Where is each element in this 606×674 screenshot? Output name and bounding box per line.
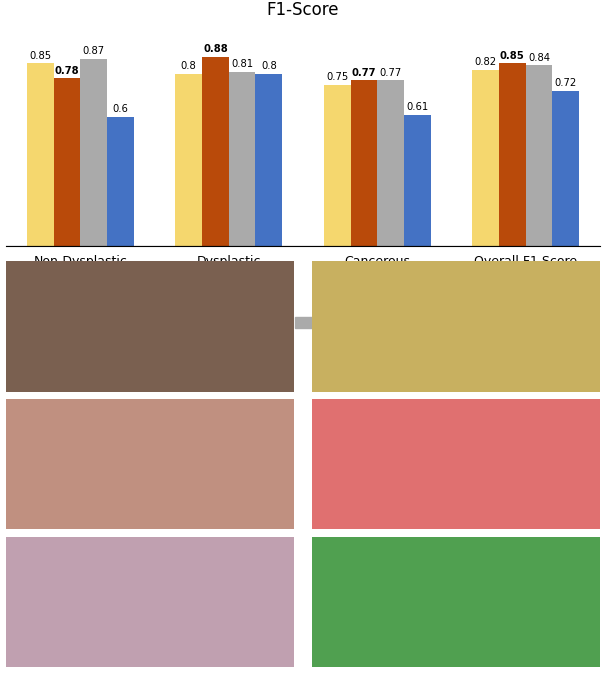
Bar [175,74,202,245]
Text: 0.6: 0.6 [113,104,128,115]
Bar [53,78,80,245]
Text: 0.85: 0.85 [500,51,525,61]
Bar [350,80,377,245]
Title: F1-Score: F1-Score [267,1,339,19]
Text: 0.85: 0.85 [29,51,52,61]
Text: 0.8: 0.8 [261,61,277,71]
Bar [553,91,579,245]
Text: 0.81: 0.81 [231,59,253,69]
Bar [229,71,256,245]
Text: 0.82: 0.82 [474,57,497,67]
Text: 0.8: 0.8 [181,61,196,71]
Legend: VGG-16, VGG-16 MIL, DenseNet, DenseNet MIL: VGG-16, VGG-16 MIL, DenseNet, DenseNet M… [102,312,504,334]
Text: 0.75: 0.75 [326,72,348,82]
Bar [80,59,107,245]
Text: 0.77: 0.77 [351,68,376,78]
Text: 0.88: 0.88 [203,44,228,54]
Bar [324,85,350,245]
Text: 0.87: 0.87 [82,47,105,57]
Bar [499,63,526,245]
Bar [472,69,499,245]
Text: 0.84: 0.84 [528,53,550,63]
Bar [256,74,282,245]
Text: 0.77: 0.77 [379,68,402,78]
Text: 0.72: 0.72 [554,78,577,88]
Bar [377,80,404,245]
Bar [107,117,134,245]
Bar [525,65,553,245]
Text: 0.78: 0.78 [55,65,79,75]
Bar [27,63,53,245]
Bar [202,57,229,245]
Text: 0.61: 0.61 [406,102,428,112]
Bar [404,115,431,245]
